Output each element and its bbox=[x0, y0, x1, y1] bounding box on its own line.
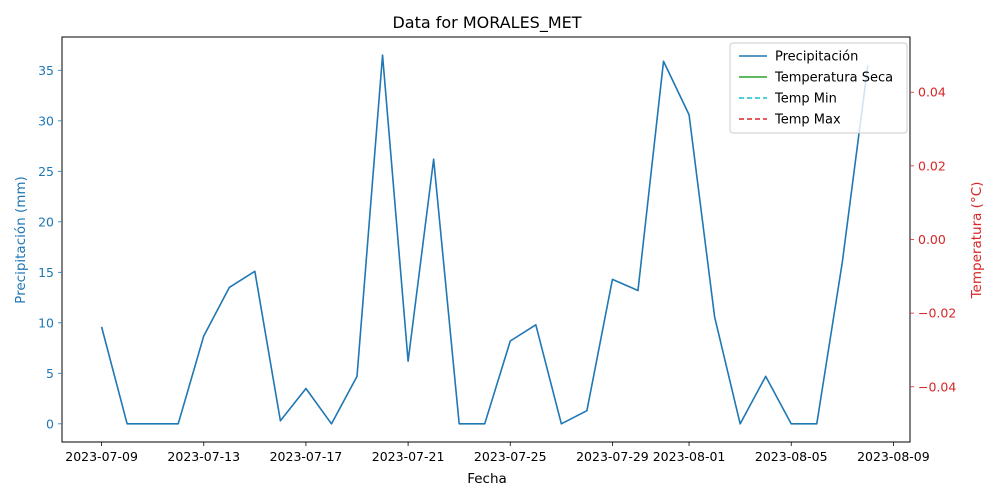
y-tick-label: 0 bbox=[46, 416, 54, 431]
y-tick-label: 20 bbox=[38, 214, 54, 229]
y-tick-label: 15 bbox=[38, 265, 54, 280]
x-tick-label: 2023-07-29 bbox=[576, 449, 649, 464]
y-axis-left: 0 5 10 15 20 25 30 35 bbox=[38, 63, 62, 431]
legend-label-precipitacion: Precipitación bbox=[775, 50, 858, 65]
series-layer bbox=[100, 54, 869, 425]
legend-label-temp-min: Temp Min bbox=[774, 92, 837, 107]
y-axis-left-title: Precipitación (mm) bbox=[13, 176, 29, 304]
y-right-tick-label: −0.04 bbox=[918, 379, 956, 394]
y-axis-right-title: Temperatura (°C) bbox=[969, 182, 985, 300]
plot-area: 2023-07-09 2023-07-13 2023-07-17 2023-07-21… bbox=[38, 36, 956, 464]
series-line-precipitacion bbox=[100, 54, 869, 425]
y-tick-label: 10 bbox=[38, 315, 54, 330]
legend-box bbox=[729, 42, 908, 134]
legend-label-temp-max: Temp Max bbox=[774, 113, 841, 128]
x-tick-label: 2023-07-21 bbox=[372, 449, 445, 464]
x-tick-label: 2023-07-13 bbox=[167, 449, 240, 464]
y-right-tick-label: 0.04 bbox=[918, 85, 946, 100]
y-axis-right: −0.04 −0.02 0.00 0.02 0.04 bbox=[910, 85, 956, 394]
chart-title: Data for MORALES_MET bbox=[392, 13, 581, 33]
y-right-tick-label: 0.00 bbox=[918, 232, 946, 247]
legend: Precipitación Temperatura Seca Temp Min … bbox=[729, 42, 908, 134]
x-axis-title: Fecha bbox=[467, 471, 507, 487]
x-tick-label: 2023-07-17 bbox=[270, 449, 343, 464]
x-tick-label: 2023-08-01 bbox=[653, 449, 726, 464]
y-tick-label: 35 bbox=[38, 63, 54, 78]
x-axis: 2023-07-09 2023-07-13 2023-07-17 2023-07-21… bbox=[65, 442, 930, 464]
x-tick-label: 2023-07-25 bbox=[474, 449, 547, 464]
y-right-tick-label: −0.02 bbox=[918, 306, 956, 321]
y-tick-label: 30 bbox=[38, 113, 54, 128]
y-tick-label: 25 bbox=[38, 164, 54, 179]
y-right-tick-label: 0.02 bbox=[918, 158, 946, 173]
x-tick-label: 2023-07-09 bbox=[65, 449, 138, 464]
legend-label-temperatura-seca: Temperatura Seca bbox=[774, 71, 893, 86]
y-tick-label: 5 bbox=[46, 366, 54, 381]
x-tick-label: 2023-08-09 bbox=[857, 449, 930, 464]
x-tick-label: 2023-08-05 bbox=[755, 449, 828, 464]
